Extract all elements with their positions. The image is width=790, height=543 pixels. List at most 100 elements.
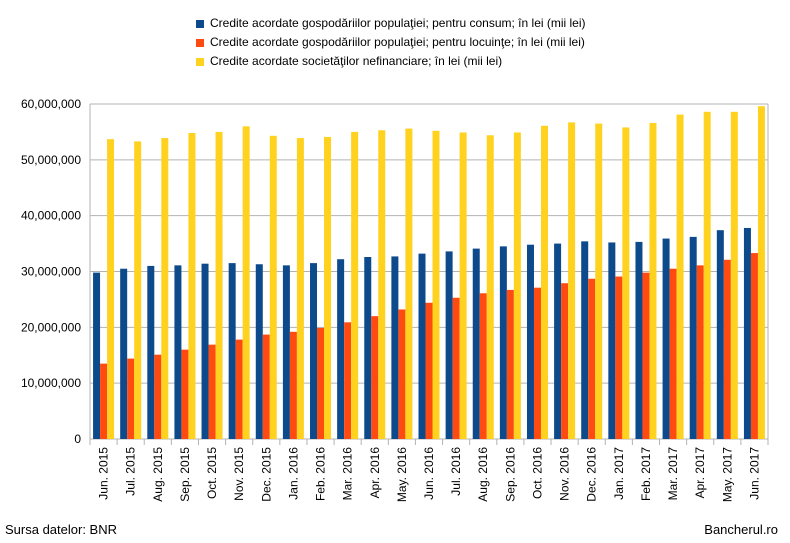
legend-item-locuinte: Credite acordate gospodăriilor populaţie… <box>196 33 586 52</box>
bar-nefinanciare <box>107 139 115 440</box>
bar-locuinte <box>750 253 758 439</box>
bar-consum <box>716 230 724 439</box>
legend-swatch-consum <box>196 19 204 28</box>
bar-consum <box>526 244 534 439</box>
bar-consum <box>554 243 562 439</box>
x-tick-label: Dec. 2016 <box>585 447 599 502</box>
x-tick-label: Nov. 2015 <box>232 447 246 501</box>
bar-locuinte <box>425 302 433 439</box>
bar-consum <box>418 253 426 439</box>
legend-swatch-locuinte <box>196 38 204 47</box>
x-tick-label: Apr. 2017 <box>693 447 707 499</box>
bar-nefinanciare <box>459 132 467 439</box>
bar-locuinte <box>561 283 569 439</box>
bar-nefinanciare <box>676 114 684 439</box>
x-tick-label: Jun. 2016 <box>422 447 436 500</box>
bar-nefinanciare <box>622 127 630 439</box>
x-tick-label: Jul. 2016 <box>449 447 463 496</box>
bar-consum <box>364 256 372 439</box>
legend-item-consum: Credite acordate gospodăriilor populaţie… <box>196 14 586 33</box>
legend-label-consum: Credite acordate gospodăriilor populaţie… <box>210 16 586 30</box>
bar-consum <box>228 263 236 439</box>
bar-nefinanciare <box>324 136 332 440</box>
bar-consum <box>174 265 182 439</box>
bar-locuinte <box>398 309 406 439</box>
y-tick-label: 40,000,000 <box>21 209 81 223</box>
x-tick-label: May. 2016 <box>395 447 409 502</box>
y-tick-label: 20,000,000 <box>21 320 81 334</box>
bar-locuinte <box>208 344 216 439</box>
bar-consum <box>689 236 697 439</box>
bar-locuinte <box>100 363 108 439</box>
x-tick-label: Feb. 2017 <box>639 447 653 501</box>
x-tick-label: Aug. 2016 <box>476 447 490 502</box>
bar-consum <box>445 251 453 439</box>
legend-swatch-nefinanciare <box>196 57 204 66</box>
bar-locuinte <box>696 265 704 439</box>
bar-nefinanciare <box>134 141 142 440</box>
bar-locuinte <box>289 331 297 439</box>
bar-locuinte <box>154 354 162 439</box>
bar-nefinanciare <box>540 125 548 440</box>
x-tick-label: Feb. 2016 <box>314 447 328 501</box>
legend-label-nefinanciare: Credite acordate societăţilor nefinancia… <box>210 54 503 68</box>
bar-nefinanciare <box>568 122 576 440</box>
y-tick-label: 0 <box>74 432 81 446</box>
x-tick-label: Jun. 2017 <box>747 447 761 500</box>
bar-nefinanciare <box>513 132 521 439</box>
bar-nefinanciare <box>703 111 711 440</box>
bar-locuinte <box>181 349 189 439</box>
legend: Credite acordate gospodăriilor populaţie… <box>196 14 586 71</box>
bar-consum <box>472 248 480 439</box>
bar-consum <box>499 246 507 439</box>
bar-consum <box>255 264 263 439</box>
bar-nefinanciare <box>405 128 413 440</box>
bar-nefinanciare <box>730 111 738 440</box>
bar-consum <box>201 263 209 439</box>
y-tick-label: 50,000,000 <box>21 153 81 167</box>
bar-consum <box>635 241 643 439</box>
bar-nefinanciare <box>595 123 603 440</box>
x-tick-label: Dec. 2015 <box>259 447 273 502</box>
x-tick-label: Sep. 2016 <box>503 447 517 502</box>
bar-nefinanciare <box>215 131 223 439</box>
bar-nefinanciare <box>242 126 250 439</box>
x-tick-label: Jun. 2015 <box>97 447 111 500</box>
bar-locuinte <box>371 316 379 439</box>
bar-nefinanciare <box>351 131 359 439</box>
bar-nefinanciare <box>757 106 765 439</box>
x-tick-label: Apr. 2016 <box>368 447 382 499</box>
bar-nefinanciare <box>161 138 169 439</box>
legend-label-locuinte: Credite acordate gospodăriilor populaţie… <box>210 35 585 49</box>
bar-locuinte <box>344 322 352 439</box>
y-tick-label: 30,000,000 <box>21 265 81 279</box>
x-tick-label: Aug. 2015 <box>151 447 165 502</box>
bar-consum <box>147 265 155 439</box>
y-tick-label: 10,000,000 <box>21 376 81 390</box>
source-note: Sursa datelor: BNR <box>5 522 117 537</box>
bar-nefinanciare <box>486 135 494 439</box>
bar-nefinanciare <box>296 138 304 439</box>
bar-consum <box>120 268 128 439</box>
bar-locuinte <box>479 293 487 439</box>
x-tick-label: May. 2017 <box>720 447 734 502</box>
bar-nefinanciare <box>649 122 657 439</box>
bar-consum <box>391 256 399 439</box>
bar-consum <box>608 242 616 439</box>
bar-locuinte <box>642 272 650 439</box>
bar-consum <box>282 265 290 439</box>
bar-consum <box>337 259 345 439</box>
x-tick-label: Jul. 2015 <box>124 447 138 496</box>
bar-nefinanciare <box>269 135 277 439</box>
x-tick-label: Oct. 2015 <box>205 447 219 499</box>
x-tick-label: Sep. 2015 <box>178 447 192 502</box>
bar-consum <box>581 241 589 439</box>
bar-consum <box>662 238 670 439</box>
bar-locuinte <box>235 339 243 439</box>
x-tick-label: Mar. 2017 <box>666 447 680 501</box>
bar-locuinte <box>317 327 325 439</box>
bar-locuinte <box>723 259 731 439</box>
bar-nefinanciare <box>378 130 386 439</box>
